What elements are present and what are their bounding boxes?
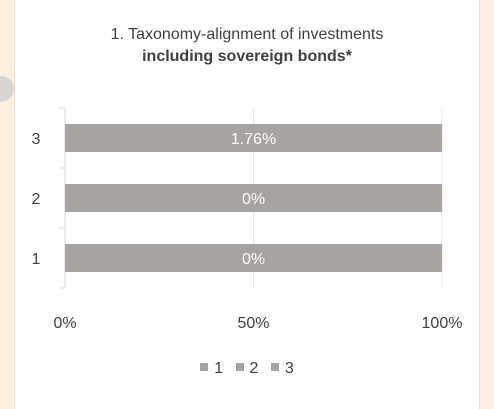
chart-title: 1. Taxonomy-alignment of investments <box>110 26 384 43</box>
data-label-1: 0% <box>242 251 265 268</box>
data-label-3: 1.76% <box>231 131 276 148</box>
legend-swatch-2 <box>235 362 244 371</box>
bar-3 <box>65 124 442 152</box>
x-tick-label-0: 0% <box>53 315 76 332</box>
legend-label-2: 2 <box>249 360 259 377</box>
chart-subtitle: including sovereign bonds* <box>142 48 352 65</box>
x-tick-label-1: 50% <box>237 315 269 332</box>
legend-label-1: 1 <box>214 360 224 377</box>
legend-label-3: 3 <box>284 360 294 377</box>
data-label-2: 0% <box>242 191 265 208</box>
category-label-3: 3 <box>32 131 41 148</box>
bar-1 <box>65 244 442 272</box>
legend-swatch-3 <box>270 362 279 371</box>
legend-item-1: 1 <box>200 360 223 378</box>
legend-swatch-1 <box>200 362 209 371</box>
category-label-2: 2 <box>32 191 41 208</box>
legend-item-2: 2 <box>235 360 259 378</box>
side-tab <box>0 76 14 102</box>
bar-2 <box>65 184 442 212</box>
x-tick-label-2: 100% <box>422 315 463 332</box>
legend: 1 2 3 <box>0 360 494 378</box>
legend-item-3: 3 <box>270 360 294 378</box>
category-label-1: 1 <box>32 251 41 268</box>
